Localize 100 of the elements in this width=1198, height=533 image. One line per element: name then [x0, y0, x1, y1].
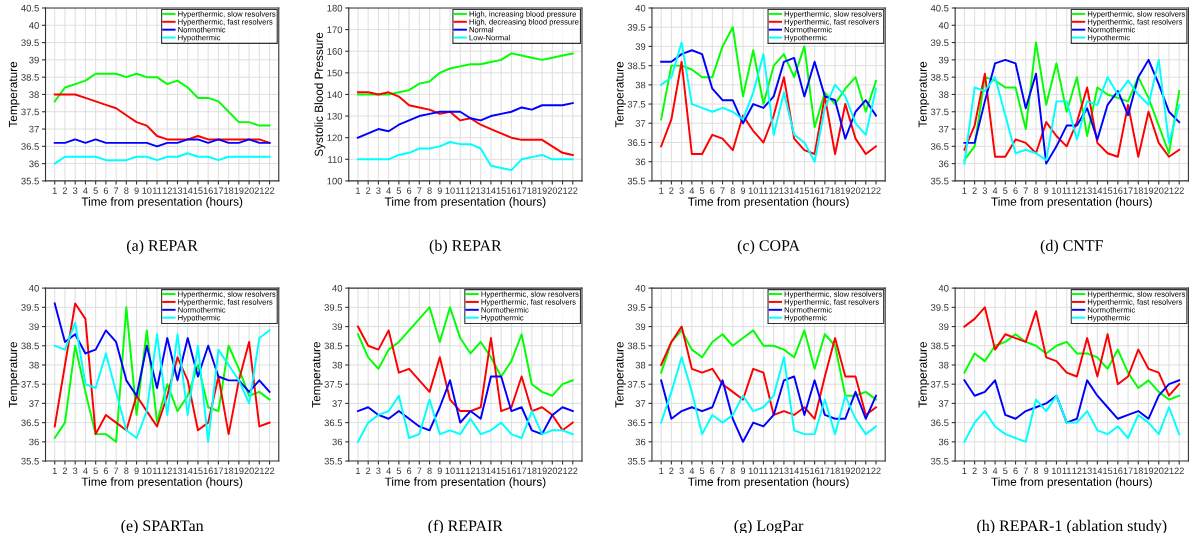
- y-tick-label: 37.5: [930, 108, 949, 116]
- y-tick-label: 40: [28, 284, 39, 292]
- x-tick-label: 6: [1013, 467, 1018, 475]
- x-tick-label: 19: [234, 467, 244, 475]
- x-tick-label: 10: [142, 467, 152, 475]
- line-series: [963, 379, 1181, 424]
- x-tick-label: 15: [799, 187, 810, 194]
- y-tick-label: 37: [332, 400, 343, 407]
- x-tick-label: 11: [456, 467, 465, 474]
- x-tick-label: 3: [679, 467, 684, 475]
- y-tick-label: 38.5: [21, 73, 39, 81]
- x-tick-label: 22: [264, 187, 275, 194]
- y-tick-label: 40: [938, 22, 949, 29]
- y-tick-label: 38.5: [930, 342, 949, 350]
- y-tick-label: 36.5: [21, 419, 39, 427]
- x-tick-label: 10: [445, 467, 455, 475]
- y-tick-label: 39: [29, 323, 39, 331]
- line-series: [356, 141, 574, 172]
- y-axis-title: Temperature: [918, 61, 930, 128]
- x-tick-label: 17: [820, 187, 830, 194]
- y-tick-label: 37.5: [21, 381, 39, 388]
- x-tick-label: 14: [789, 467, 799, 474]
- x-tick-label: 7: [417, 467, 422, 474]
- x-tick-label: 10: [142, 187, 152, 194]
- x-tick-label: 8: [1033, 187, 1039, 194]
- y-tick-label: 170: [327, 26, 343, 34]
- x-tick-label: 20: [850, 467, 861, 475]
- x-tick-label: 19: [1144, 467, 1154, 475]
- y-tick-label: 39.5: [21, 304, 39, 311]
- line-series: [660, 26, 877, 129]
- x-axis-title: Time from presentation (hours): [81, 197, 243, 209]
- x-tick-label: 11: [152, 467, 162, 474]
- line-series: [660, 60, 877, 155]
- y-tick-label: 39: [938, 323, 949, 331]
- x-tick-label: 5: [699, 187, 705, 194]
- x-tick-label: 6: [1013, 187, 1018, 194]
- x-tick-label: 9: [134, 467, 139, 475]
- y-tick-label: 39: [332, 323, 343, 331]
- x-tick-label: 9: [1044, 467, 1049, 475]
- x-tick-label: 6: [103, 467, 109, 475]
- x-tick-label: 19: [537, 187, 547, 194]
- y-tick-label: 39.5: [930, 304, 949, 311]
- y-tick-label: 36: [635, 158, 646, 166]
- x-tick-label: 4: [83, 187, 88, 194]
- x-tick-label: 4: [689, 187, 695, 194]
- line-series: [356, 375, 574, 436]
- y-tick-label: 37: [29, 400, 39, 407]
- x-tick-label: 11: [759, 187, 768, 194]
- x-axis-title: Time from presentation (hours): [991, 197, 1152, 209]
- y-tick-label: 110: [328, 156, 343, 163]
- y-tick-label: 35.5: [930, 457, 949, 465]
- x-tick-label: 8: [427, 187, 432, 194]
- x-tick-label: 9: [1044, 187, 1049, 194]
- y-axis-title: Temperature: [918, 341, 930, 408]
- y-tick-label: 160: [327, 48, 343, 55]
- y-tick-label: 37.5: [324, 381, 343, 388]
- y-tick-label: 39.5: [627, 304, 646, 311]
- x-tick-label: 11: [759, 467, 768, 474]
- y-tick-label: 37.5: [21, 108, 39, 116]
- x-tick-label: 19: [234, 187, 244, 194]
- line-series: [53, 152, 271, 165]
- x-tick-label: 21: [254, 187, 264, 194]
- line-series: [660, 325, 877, 420]
- y-tick-label: 35.5: [324, 457, 343, 465]
- x-tick-label: 7: [720, 467, 725, 474]
- x-axis-title: Time from presentation (hours): [991, 477, 1152, 489]
- x-tick-label: 8: [1033, 467, 1039, 475]
- y-tick-label: 38: [332, 361, 343, 369]
- text: (d) CNTF: [1040, 239, 1103, 255]
- line-series: [660, 329, 877, 401]
- y-tick-label: 35.5: [21, 457, 39, 465]
- x-tick-label: 16: [507, 187, 517, 194]
- x-tick-label: 17: [820, 467, 830, 474]
- text: (c) COPA: [737, 239, 800, 255]
- x-tick-label: 13: [476, 187, 486, 194]
- y-tick-label: 37: [938, 400, 949, 407]
- x-tick-label: 20: [547, 467, 558, 475]
- x-tick-label: 5: [699, 467, 705, 475]
- x-tick-label: 13: [476, 467, 486, 475]
- y-tick-label: 38.5: [324, 342, 343, 350]
- x-tick-label: 20: [244, 187, 254, 194]
- y-tick-label: 39.5: [627, 24, 646, 31]
- x-tick-label: 15: [799, 467, 810, 475]
- x-tick-label: 18: [224, 187, 234, 194]
- y-tick-label: 39.5: [930, 39, 949, 47]
- x-tick-label: 2: [972, 187, 977, 194]
- x-tick-label: 14: [1092, 187, 1103, 194]
- line-series: [963, 333, 1181, 401]
- y-tick-label: 40: [332, 284, 343, 292]
- x-tick-label: 10: [748, 187, 758, 194]
- line-series: [963, 41, 1181, 162]
- y-tick-label: 39: [29, 56, 39, 64]
- line-series: [356, 52, 574, 96]
- x-tick-label: 17: [517, 467, 527, 474]
- x-tick-label: 9: [740, 187, 746, 194]
- x-tick-label: 9: [740, 467, 746, 475]
- x-tick-label: 14: [486, 187, 496, 194]
- x-tick-label: 22: [1174, 467, 1184, 474]
- x-tick-label: 18: [224, 467, 234, 475]
- y-axis-title: Temperature: [615, 341, 626, 408]
